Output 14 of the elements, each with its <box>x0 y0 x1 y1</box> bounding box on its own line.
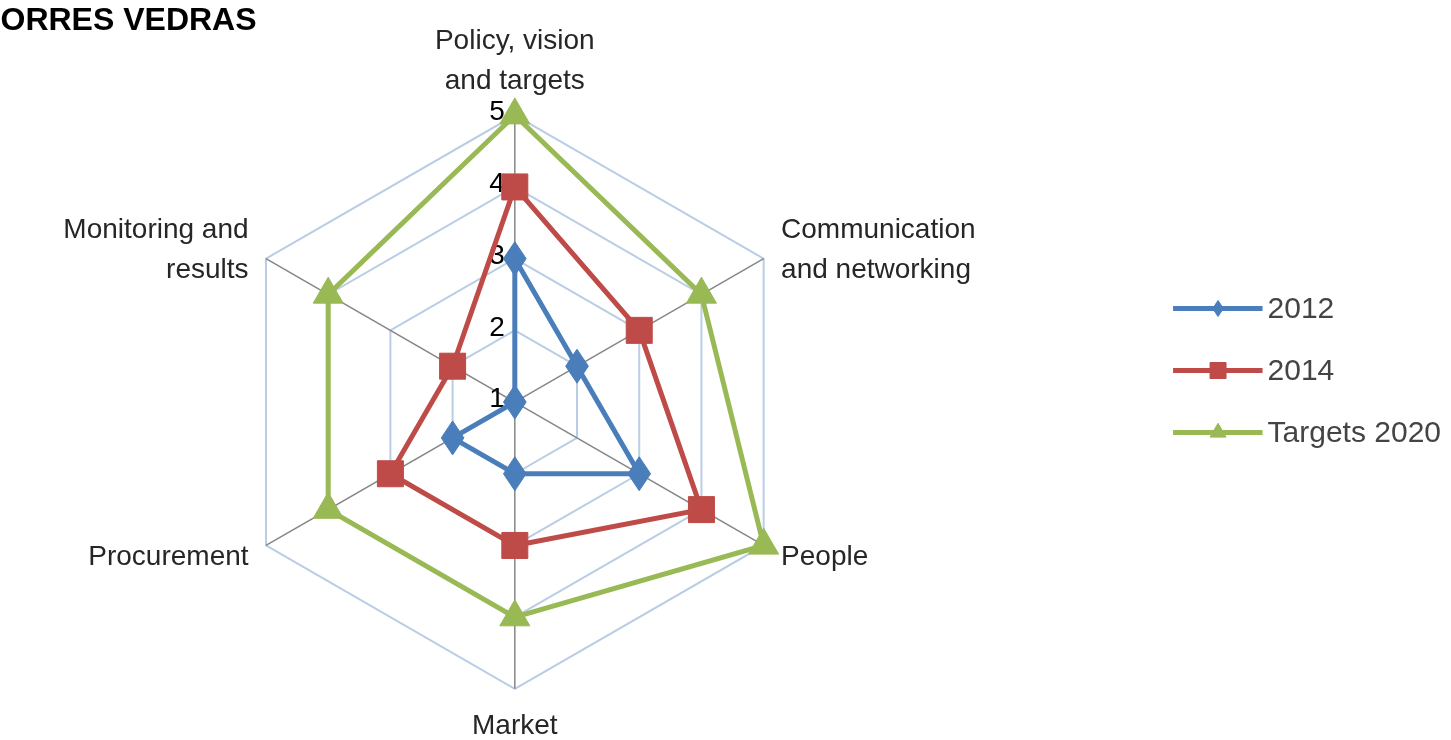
spoke-label: People <box>781 540 869 571</box>
legend-label: Targets 2020 <box>1267 415 1441 449</box>
chart-title: ORRES VEDRAS <box>0 0 257 37</box>
spoke-label: Communication and networking <box>781 212 976 285</box>
legend-label: 2012 <box>1267 291 1335 325</box>
spoke-label: Procurement <box>88 540 249 571</box>
spoke-label: Policy, vision and targets <box>434 23 595 96</box>
y-tick-label: 2 <box>489 310 505 342</box>
y-tick-label: 5 <box>489 95 505 127</box>
y-tick-label: 1 <box>489 382 505 414</box>
legend-label: 2014 <box>1267 353 1335 387</box>
y-tick-label: 4 <box>489 167 505 199</box>
spoke-label: Market <box>472 708 558 740</box>
spoke-label: Monitoring and results <box>63 212 249 285</box>
